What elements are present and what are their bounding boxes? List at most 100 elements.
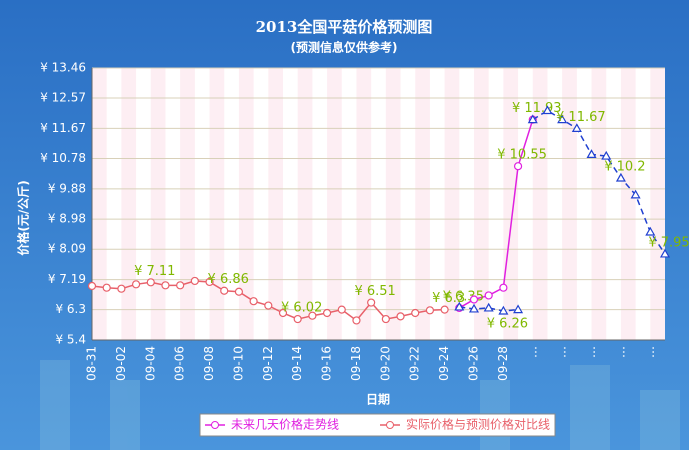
data-label: ¥ 6.02 — [281, 301, 322, 316]
data-point — [484, 291, 493, 300]
data-point — [117, 284, 126, 293]
plot-stripe — [444, 68, 460, 340]
data-point — [161, 281, 170, 290]
x-tick-label: 09-10 — [231, 346, 245, 381]
data-point — [308, 311, 317, 320]
y-tick-label: ¥ 10.78 — [40, 151, 86, 165]
x-tick-label: 09-12 — [261, 346, 275, 381]
x-tick-label: 09-26 — [467, 346, 481, 381]
data-label: ¥ 7.95 — [648, 235, 689, 250]
plot-stripe — [385, 68, 401, 340]
data-point — [454, 301, 465, 311]
x-tick-label: 09-02 — [114, 346, 128, 381]
data-label: ¥ 11.93 — [512, 101, 562, 116]
data-label: ¥ 11.67 — [556, 110, 606, 125]
x-tick-label: … — [613, 346, 627, 358]
x-tick-label: 09-18 — [349, 346, 363, 381]
data-point — [411, 308, 420, 318]
plot-stripe — [474, 68, 489, 340]
bg-decoration — [40, 360, 680, 450]
x-tick-label: … — [584, 346, 598, 358]
data-point — [234, 287, 244, 296]
plot-stripe — [650, 68, 665, 340]
data-point — [499, 283, 508, 292]
data-point — [557, 114, 568, 124]
y-tick-label: ¥ 7.19 — [48, 272, 86, 286]
y-tick-label: ¥ 5.4 — [55, 333, 86, 347]
plot-stripe — [121, 68, 137, 340]
x-tick-label: 09-22 — [408, 346, 422, 381]
data-point — [146, 278, 155, 287]
x-tick-label: 09-06 — [173, 346, 187, 381]
plot-stripe — [356, 68, 372, 340]
data-label: ¥ 6.3 — [432, 291, 465, 306]
data-point — [527, 114, 538, 124]
x-axis-label: 日期 — [366, 392, 390, 407]
data-label: ¥ 10.55 — [497, 148, 547, 163]
data-label: ¥ 7.11 — [134, 264, 175, 279]
x-tick-label: … — [525, 346, 539, 358]
data-point — [425, 306, 435, 315]
data-point — [352, 316, 361, 325]
x-tick-label: … — [555, 346, 569, 358]
data-label: ¥ 6.86 — [208, 272, 249, 287]
legend-label: 实际价格与预测价格对比线 — [406, 417, 550, 432]
chart-title: 2013全国平菇价格预测图 — [256, 18, 433, 36]
plot-stripe — [297, 68, 313, 340]
plot-stripe — [180, 68, 195, 340]
data-point — [468, 303, 480, 313]
data-point — [367, 298, 376, 307]
y-tick-label: ¥ 9.88 — [48, 181, 86, 195]
x-tick-label: 09-08 — [202, 346, 216, 381]
data-point — [381, 314, 390, 324]
data-point — [205, 277, 214, 287]
data-point — [659, 248, 671, 258]
data-point — [264, 301, 273, 310]
data-point — [220, 286, 229, 295]
chart-subtitle: (预测信息仅供参考) — [291, 40, 398, 55]
y-tick-label: ¥ 13.46 — [40, 61, 86, 75]
legend-box — [199, 413, 556, 437]
plot-stripe — [209, 68, 225, 340]
y-tick-label: ¥ 6.3 — [55, 302, 86, 316]
plot-stripe — [591, 68, 607, 340]
legend-marker — [386, 421, 394, 429]
plot-stripe — [327, 68, 342, 340]
data-point — [483, 302, 494, 312]
data-point — [190, 276, 199, 286]
y-axis-label: 价格(元/公斤) — [16, 180, 31, 255]
y-tick-label: ¥ 8.09 — [48, 242, 86, 256]
data-point — [337, 305, 346, 314]
plot-stripe — [620, 68, 636, 340]
y-tick-label: ¥ 8.98 — [48, 212, 86, 226]
data-point — [440, 305, 449, 314]
data-point — [498, 305, 509, 315]
x-tick-label: 09-24 — [437, 346, 451, 381]
plot-stripe — [238, 68, 254, 340]
data-point — [601, 150, 612, 160]
data-point — [513, 162, 523, 171]
x-tick-label: 09-14 — [290, 346, 304, 381]
data-point — [542, 105, 553, 115]
series-line — [532, 109, 666, 255]
data-point — [615, 172, 626, 182]
plot-area — [92, 68, 665, 340]
data-point — [571, 123, 582, 133]
plot-stripe — [532, 68, 548, 340]
x-tick-label: 09-16 — [320, 346, 334, 381]
data-label: ¥ 10.2 — [604, 160, 645, 175]
plot-stripe — [268, 68, 283, 340]
data-point — [630, 189, 641, 199]
legend-label: 未来几天价格走势线 — [231, 417, 339, 432]
legend-marker — [211, 421, 219, 429]
data-point — [176, 281, 185, 290]
plot-stripe — [92, 68, 107, 340]
data-label: ¥ 6.51 — [354, 284, 395, 299]
data-point — [278, 308, 288, 318]
data-point — [131, 280, 141, 289]
data-point — [396, 312, 405, 321]
data-point — [586, 149, 597, 158]
x-tick-label: 09-20 — [378, 346, 392, 381]
data-point — [469, 295, 479, 304]
